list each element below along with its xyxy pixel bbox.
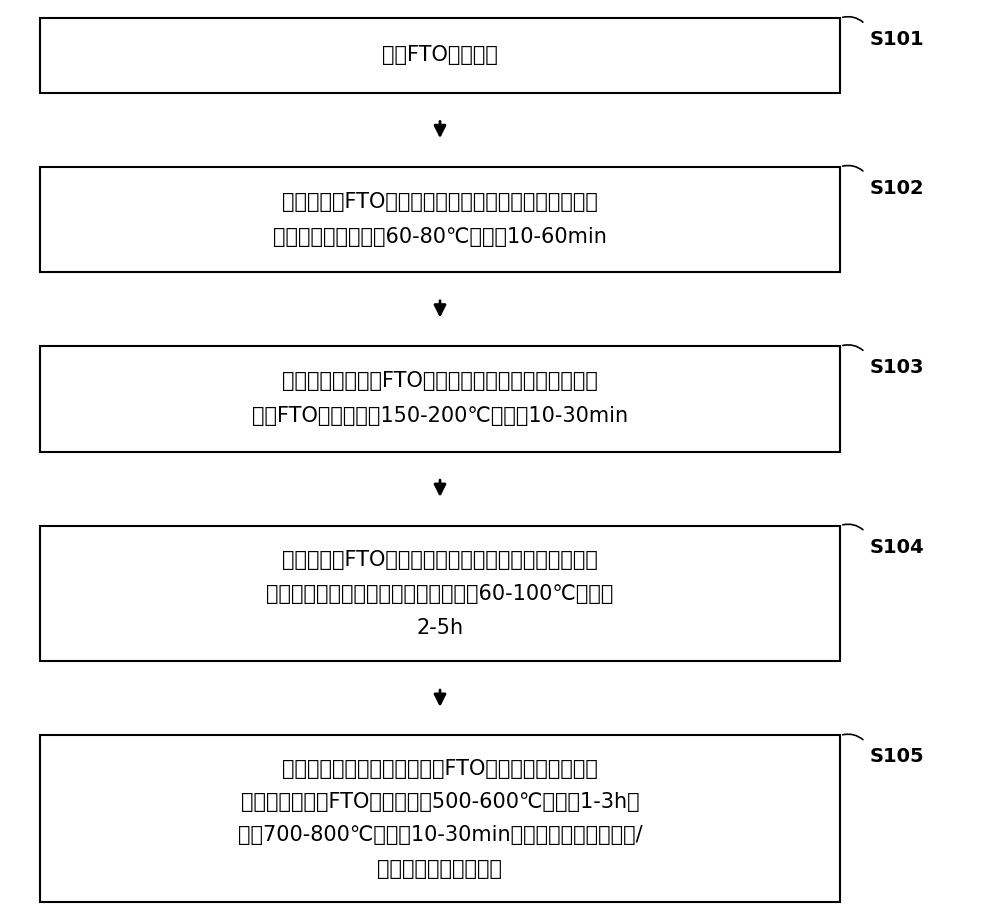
Bar — [40, 346, 840, 452]
Text: 洗，将清洗后的FTO导电玻璃在500-600℃下退火1-3h，: 洗，将清洗后的FTO导电玻璃在500-600℃下退火1-3h， — [241, 792, 639, 812]
FancyArrowPatch shape — [843, 165, 863, 171]
Text: 三氧化二鐵复合光电极: 三氧化二鐵复合光电极 — [378, 858, 503, 879]
FancyArrowPatch shape — [843, 524, 863, 529]
Text: 将加热后的FTO导电玻璃置入盛有鐵的无机盐和矿化剂: 将加热后的FTO导电玻璃置入盛有鐵的无机盐和矿化剂 — [282, 550, 598, 569]
Text: 取出在反应釜中反应后的所述FTO导电玻璃，并进行清: 取出在反应釜中反应后的所述FTO导电玻璃，并进行清 — [282, 759, 598, 779]
Bar — [40, 167, 840, 273]
Bar — [40, 736, 840, 902]
Text: 水溶液的反应釜中，并将所述反应釜在60-100℃下加热: 水溶液的反应釜中，并将所述反应釜在60-100℃下加热 — [266, 584, 614, 603]
Text: 再在700-800℃下退火10-30min，制备得到纳米钓酸鐵/: 再在700-800℃下退火10-30min，制备得到纳米钓酸鐵/ — [238, 825, 642, 845]
Text: S103: S103 — [870, 359, 924, 377]
Text: S102: S102 — [870, 179, 925, 198]
Text: 将清洗后的FTO导电玻璃以导电面朝下的方式置入钓的: 将清洗后的FTO导电玻璃以导电面朝下的方式置入钓的 — [282, 192, 598, 212]
Text: 取出浸泩后的所述FTO导电玻璃，并进行清洗，将清洗: 取出浸泩后的所述FTO导电玻璃，并进行清洗，将清洗 — [282, 371, 598, 391]
FancyArrowPatch shape — [843, 735, 863, 739]
Text: 清洗FTO导电玻璃: 清洗FTO导电玻璃 — [382, 45, 498, 66]
Text: 2-5h: 2-5h — [416, 617, 464, 638]
Bar — [40, 18, 840, 92]
Text: 后的FTO导电玻璃在150-200℃下加热10-30min: 后的FTO导电玻璃在150-200℃下加热10-30min — [252, 407, 628, 427]
Bar — [40, 526, 840, 662]
Text: S101: S101 — [870, 30, 925, 49]
FancyArrowPatch shape — [843, 345, 863, 350]
FancyArrowPatch shape — [843, 17, 863, 22]
Text: S104: S104 — [870, 538, 925, 556]
Text: 无机盐水溶液中，在60-80℃下浸泩10-60min: 无机盐水溶液中，在60-80℃下浸泩10-60min — [273, 227, 607, 247]
Text: S105: S105 — [870, 748, 925, 767]
